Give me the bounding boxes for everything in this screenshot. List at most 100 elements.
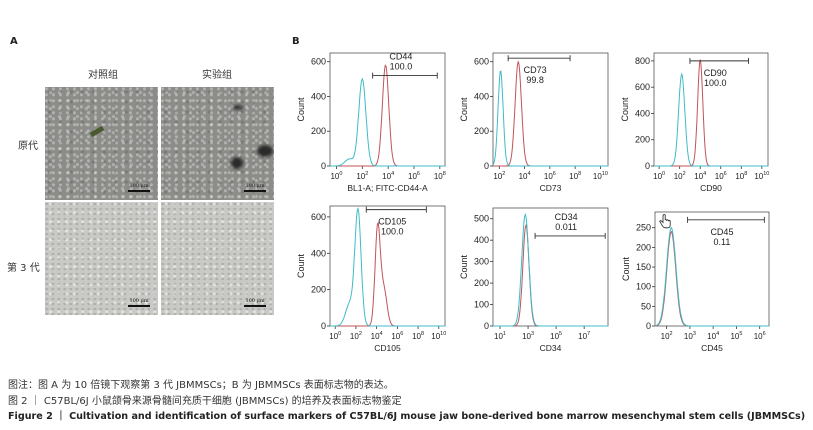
y-tick-label: 400 (635, 108, 650, 118)
y-axis-label: Count (459, 255, 469, 280)
y-tick-label: 400 (311, 248, 326, 258)
plot-frame (329, 52, 446, 167)
y-tick-label: 0 (321, 321, 326, 331)
marker-histogram-curve (330, 64, 445, 167)
x-tick-label: 102 (356, 171, 368, 181)
y-tick-label: 100 (636, 282, 651, 292)
gate-marker-label: CD73 (524, 65, 547, 75)
y-tick-label: 250 (636, 223, 651, 233)
scale-bar-label: 100 μm (129, 183, 149, 189)
x-tick-label: 104 (371, 331, 383, 341)
x-tick-label: 102 (493, 171, 505, 181)
x-axis-label: CD34 (540, 343, 562, 353)
y-tick-label: 150 (636, 262, 651, 272)
isotype-histogram-curve (654, 72, 768, 167)
y-tick-label: 800 (635, 56, 650, 66)
x-tick-label: 102 (350, 331, 362, 341)
scale-bar-label: 100 μm (245, 298, 265, 304)
x-tick-label: 1010 (754, 171, 769, 181)
x-tick-label: 106 (391, 331, 403, 341)
y-tick-label: 200 (474, 278, 489, 288)
y-tick-label: 500 (474, 214, 489, 224)
y-axis-label: Count (621, 257, 631, 282)
x-tick-label: 105 (550, 331, 562, 341)
micrograph-experiment-passage3: 100 μm (161, 202, 274, 315)
isotype-histogram-curve (330, 207, 445, 327)
micrograph-control-passage3: 100 μm (45, 202, 158, 315)
isotype-histogram-curve (330, 77, 445, 167)
x-tick-label: 106 (715, 171, 727, 181)
x-axis-label: CD45 (701, 343, 723, 353)
gate-marker-label: CD90 (704, 68, 727, 78)
gate-marker-label: CD105 (378, 217, 406, 227)
y-axis-label: Count (296, 97, 306, 122)
scale-bar-label: 100 μm (129, 298, 149, 304)
marker-histogram-curve (654, 230, 769, 327)
marker-histogram-curve (330, 221, 445, 327)
y-tick-label: 600 (474, 57, 489, 67)
gate-marker-label: CD45 (710, 227, 733, 237)
x-tick-label: 106 (408, 171, 420, 181)
y-tick-label: 0 (646, 321, 651, 331)
y-tick-label: 600 (311, 57, 326, 67)
figure-title-cn: 图 2 ｜ C57BL/6J 小鼠颌骨来源骨髓间充质干细胞 (JBMMSCs) … (8, 396, 402, 407)
column-header-experiment: 实验组 (202, 70, 232, 81)
y-tick-label: 600 (635, 82, 650, 92)
y-tick-label: 200 (635, 135, 650, 145)
x-tick-label: 104 (382, 171, 394, 181)
gate-percent-value: 100.0 (704, 78, 727, 88)
row-header-passage3: 第 3 代 (7, 263, 40, 274)
isotype-histogram-curve (493, 212, 608, 327)
x-tick-label: 108 (735, 171, 747, 181)
scale-bar: 100 μm (128, 183, 150, 192)
plot-frame (492, 207, 609, 327)
y-axis-label: Count (296, 254, 306, 279)
y-tick-label: 0 (484, 321, 489, 331)
x-tick-label: 104 (707, 331, 719, 341)
y-axis-label: Count (620, 97, 630, 122)
y-tick-label: 0 (321, 161, 326, 171)
row-header-primary: 原代 (18, 141, 38, 152)
histogram-cd105: 0 200 400 600 100 102 104 106 108 1010 CD105 Count C… (296, 205, 446, 353)
flow-cytometry-histograms: 0 200 400 600 100 102 104 106 108 BL1-A; FITC-CD4… (296, 52, 770, 353)
scale-bar: 100 μm (244, 183, 266, 192)
x-tick-label: 106 (544, 171, 556, 181)
x-axis-label: BL1-A; FITC-CD44-A (347, 183, 428, 193)
gate-percent-value: 0.11 (714, 237, 731, 247)
cell-cluster (231, 157, 243, 169)
column-header-control: 对照组 (88, 70, 118, 81)
marker-histogram-curve (493, 223, 608, 327)
x-axis-label: CD90 (700, 183, 722, 193)
isotype-histogram-curve (654, 226, 769, 327)
x-tick-label: 103 (522, 331, 534, 341)
y-tick-label: 400 (311, 91, 326, 101)
isotype-histogram-curve (492, 70, 608, 167)
y-tick-label: 0 (484, 161, 489, 171)
x-tick-label: 100 (330, 171, 342, 181)
x-tick-label: 105 (730, 331, 742, 341)
gate-percent-value: 100.0 (381, 227, 404, 237)
gate-percent-value: 0.011 (555, 222, 577, 232)
y-tick-label: 200 (311, 285, 326, 295)
y-tick-label: 0 (645, 161, 650, 171)
gate-marker-label: CD44 (389, 52, 412, 62)
panel-a-label: A (10, 36, 18, 47)
y-tick-label: 300 (474, 257, 489, 267)
x-tick-label: 107 (578, 331, 590, 341)
histogram-cd45: 0 50 100 150 200 250 102 103 104 105 106 CD45 Count C… (621, 211, 770, 353)
y-tick-label: 200 (311, 126, 326, 136)
histogram-cd44: 0 200 400 600 100 102 104 106 108 BL1-A; FITC-CD4… (296, 52, 446, 193)
histogram-cd90: 0 200 400 600 800 100 102 104 106 108 1010 CD90 Coun… (620, 52, 769, 193)
x-axis-label: CD105 (374, 343, 401, 353)
y-tick-label: 400 (474, 91, 489, 101)
y-tick-label: 200 (474, 126, 489, 136)
histogram-cd34: 0 100 200 300 400 500 101 103 105 107 CD34 Count CD3… (459, 207, 609, 353)
hand-cursor-icon (659, 214, 671, 229)
micrograph-experiment-primary: 100 μm (161, 87, 274, 200)
marker-histogram-curve (493, 60, 608, 167)
y-tick-label: 100 (474, 300, 489, 310)
figure-note: 图注：图 A 为 10 倍镜下观察第 3 代 JBMMSCs；B 为 JBMMS… (8, 380, 394, 391)
panel-b-label: B (292, 36, 300, 47)
x-tick-label: 103 (684, 331, 696, 341)
